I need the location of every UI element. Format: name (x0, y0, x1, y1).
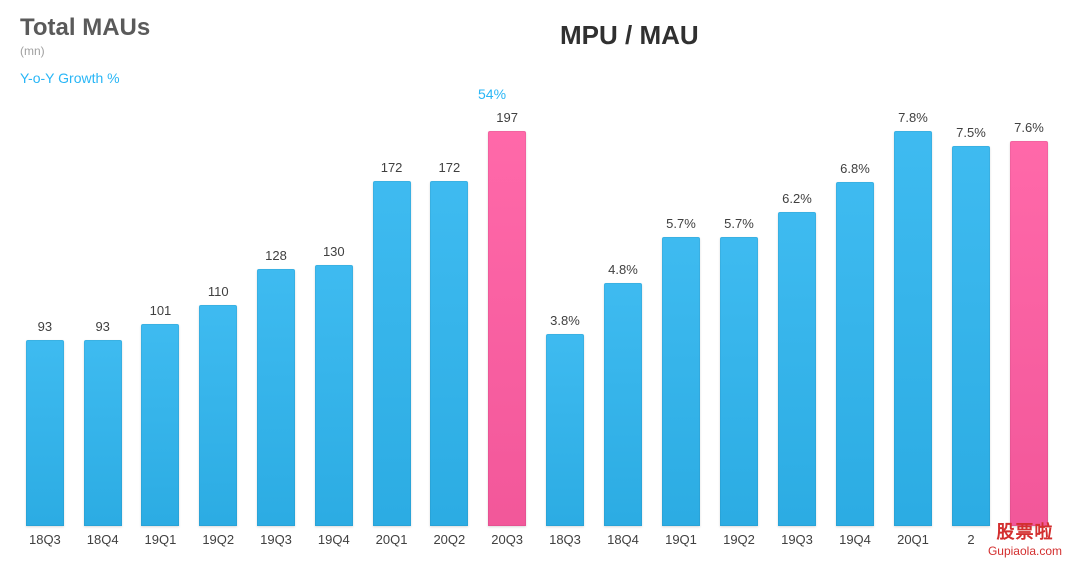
bar-column: 4.8% 18Q4 (594, 110, 652, 550)
bar (199, 305, 237, 526)
bar-column: 6.2% 19Q3 (768, 110, 826, 550)
bar-value-label: 172 (381, 160, 403, 175)
total-maus-chart: 93 18Q3 93 18Q4 101 19Q1 110 19Q2 128 19Q3 130 19Q4… (16, 110, 536, 550)
bar-value-label: 6.2% (782, 191, 812, 206)
bar-value-label: 93 (38, 319, 52, 334)
bar-value-label: 128 (265, 248, 287, 263)
x-axis-label: 19Q1 (145, 532, 177, 550)
bar (952, 146, 990, 526)
yoy-growth-value: 54% (478, 86, 506, 102)
bar-value-label: 7.8% (898, 110, 928, 125)
bar-column: 101 19Q1 (132, 110, 190, 550)
bar-value-label: 110 (208, 284, 229, 299)
bar-column: 93 18Q4 (74, 110, 132, 550)
bar (141, 324, 179, 527)
bar (720, 237, 758, 526)
x-axis-label: 2 (967, 532, 974, 550)
x-axis-label: 19Q3 (260, 532, 292, 550)
bar-column: 7.8% 20Q1 (884, 110, 942, 550)
x-axis-label: 19Q4 (839, 532, 871, 550)
bar-value-label: 7.5% (956, 125, 986, 140)
total-maus-title: Total MAUs (20, 14, 150, 42)
header-left: Total MAUs (mn) Y-o-Y Growth % (20, 14, 150, 86)
bar-column: 172 20Q1 (363, 110, 421, 550)
bar-value-label: 5.7% (724, 216, 754, 231)
x-axis-label: 18Q3 (29, 532, 61, 550)
bar-value-label: 6.8% (840, 161, 870, 176)
x-axis-label: 20Q1 (376, 532, 408, 550)
bar (84, 340, 122, 526)
yoy-growth-label: Y-o-Y Growth % (20, 70, 150, 86)
bar-value-label: 4.8% (608, 262, 638, 277)
bar-column: 3.8% 18Q3 (536, 110, 594, 550)
x-axis-label: 19Q4 (318, 532, 350, 550)
mpu-mau-chart: 3.8% 18Q3 4.8% 18Q4 5.7% 19Q1 5.7% 19Q2 6.2% 19Q3… (536, 110, 1066, 550)
charts-container: 93 18Q3 93 18Q4 101 19Q1 110 19Q2 128 19Q3 130 19Q4… (16, 110, 1066, 550)
bar-column: 128 19Q3 (247, 110, 305, 550)
bar (373, 181, 411, 526)
total-maus-unit: (mn) (20, 44, 150, 58)
bar (315, 265, 353, 526)
bar (257, 269, 295, 526)
x-axis-label: 18Q3 (549, 532, 581, 550)
bar-column: 5.7% 19Q2 (710, 110, 768, 550)
bar-value-label: 3.8% (550, 313, 580, 328)
x-axis-label: 19Q3 (781, 532, 813, 550)
x-axis-label: 20Q3 (491, 532, 523, 550)
bar (1010, 141, 1048, 526)
bar-column: 110 19Q2 (189, 110, 247, 550)
bar (430, 181, 468, 526)
watermark-url: Gupiaola.com (988, 544, 1062, 558)
bar-value-label: 130 (323, 244, 345, 259)
bar-column: 6.8% 19Q4 (826, 110, 884, 550)
bar-column: 7.6% (1000, 110, 1058, 550)
bar-value-label: 101 (150, 303, 172, 318)
bar (546, 334, 584, 526)
bar (604, 283, 642, 526)
x-axis-label: 19Q2 (202, 532, 234, 550)
x-axis-label: 19Q2 (723, 532, 755, 550)
bar-column: 5.7% 19Q1 (652, 110, 710, 550)
bar-column: 130 19Q4 (305, 110, 363, 550)
bar (894, 131, 932, 526)
bar-column: 197 20Q3 (478, 110, 536, 550)
bar-value-label: 93 (95, 319, 109, 334)
mpu-mau-title: MPU / MAU (560, 20, 699, 51)
bar (836, 182, 874, 526)
bar (26, 340, 64, 526)
x-axis-label: 20Q2 (433, 532, 465, 550)
bar (778, 212, 816, 526)
x-axis-label: 19Q1 (665, 532, 697, 550)
bar-value-label: 5.7% (666, 216, 696, 231)
bar (662, 237, 700, 526)
x-axis-label: 18Q4 (87, 532, 119, 550)
watermark: 股票啦 Gupiaola.com (988, 518, 1062, 558)
bar-column: 172 20Q2 (420, 110, 478, 550)
bar-value-label: 7.6% (1014, 120, 1044, 135)
x-axis-label: 18Q4 (607, 532, 639, 550)
watermark-text: 股票啦 (988, 518, 1062, 544)
bar-value-label: 172 (439, 160, 461, 175)
bar-column: 7.5% 2 (942, 110, 1000, 550)
x-axis-label: 20Q1 (897, 532, 929, 550)
bar-column: 93 18Q3 (16, 110, 74, 550)
bar (488, 131, 526, 526)
bar-value-label: 197 (496, 110, 518, 125)
